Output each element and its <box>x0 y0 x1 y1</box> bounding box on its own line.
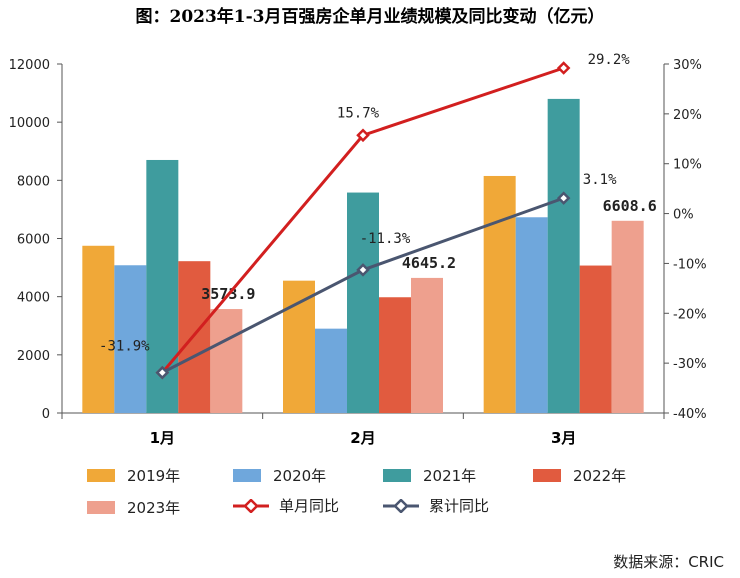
line-data-label: 3.1% <box>583 172 617 188</box>
y2-tick-label: 30% <box>673 58 702 73</box>
bar <box>547 98 580 414</box>
legend-swatch-2021 <box>383 469 411 482</box>
legend-item-2020: 2020年 <box>233 465 326 486</box>
bar <box>114 265 147 413</box>
legend-marker-cumulative-yoy <box>393 498 409 513</box>
legend-swatch-2020 <box>233 469 261 482</box>
line-data-label: 29.2% <box>588 52 631 68</box>
legend-label-monthly-yoy: 单月同比 <box>279 497 340 515</box>
series-point <box>356 263 370 277</box>
y-tick-label: 8000 <box>17 174 50 189</box>
y2-tick-label: 20% <box>673 108 702 123</box>
bar <box>611 220 644 413</box>
chart-title: 图：2023年1-3月百强房企单月业绩规模及同比变动（亿元） <box>135 7 605 27</box>
legend-swatch-2022 <box>533 469 561 482</box>
legend-label-2020: 2020年 <box>273 467 327 485</box>
legend-item-2021: 2021年 <box>383 465 476 486</box>
legend-item-2019: 2019年 <box>87 465 180 486</box>
bar <box>82 245 115 413</box>
bar <box>515 217 548 413</box>
source-note: 数据来源：CRIC <box>613 553 724 571</box>
bar <box>411 277 443 413</box>
bar <box>315 328 347 413</box>
series-point <box>556 61 571 75</box>
line-data-label: -31.9% <box>99 339 150 355</box>
x-tick-label: 1月 <box>150 429 175 447</box>
y2-tick-label: -40% <box>673 407 707 422</box>
line-data-label: 15.7% <box>337 105 380 121</box>
bar <box>210 309 243 413</box>
y2-tick-label: -30% <box>673 357 707 372</box>
x-tick-label: 2月 <box>350 429 375 447</box>
legend-label-2022: 2022年 <box>573 467 627 485</box>
legend-item-2023: 2023年 <box>87 497 180 518</box>
legend-label-2021: 2021年 <box>423 467 477 485</box>
series-point <box>356 128 370 143</box>
bar <box>379 297 411 413</box>
y-tick-label: 4000 <box>17 291 50 306</box>
bar-data-label: 6608.6 <box>603 197 657 215</box>
legend-line-cumulative-yoy <box>383 498 419 513</box>
legend-item-2022: 2022年 <box>533 465 626 486</box>
legend-label-cumulative-yoy: 累计同比 <box>429 497 490 515</box>
legend-label-2019: 2019年 <box>127 467 181 485</box>
y2-tick-label: -20% <box>673 307 707 322</box>
legend-swatch-2019 <box>87 469 115 482</box>
y-tick-label: 6000 <box>17 233 50 248</box>
x-tick-label: 3月 <box>551 429 576 447</box>
y2-tick-label: 10% <box>673 158 702 173</box>
bar-data-label: 4645.2 <box>402 254 456 272</box>
legend-marker-monthly-yoy <box>243 498 259 513</box>
y2-tick-label: 0% <box>673 208 694 223</box>
y-tick-label: 0 <box>42 407 50 422</box>
legend-line-monthly-yoy <box>233 498 269 513</box>
series-point <box>556 191 571 205</box>
y-tick-label: 12000 <box>9 58 50 73</box>
line-data-label: -11.3% <box>360 231 411 247</box>
y-tick-label: 10000 <box>9 116 50 131</box>
legend-item-cumulative-yoy: 累计同比 <box>383 495 489 516</box>
bar <box>579 265 612 413</box>
y-tick-label: 2000 <box>17 349 50 364</box>
bar <box>483 175 516 413</box>
legend-label-2023: 2023年 <box>127 499 181 517</box>
legend-item-monthly-yoy: 单月同比 <box>233 495 339 516</box>
legend-swatch-2023 <box>87 501 115 514</box>
series-point <box>155 365 170 380</box>
bar <box>347 192 379 413</box>
y2-tick-label: -10% <box>673 257 707 272</box>
